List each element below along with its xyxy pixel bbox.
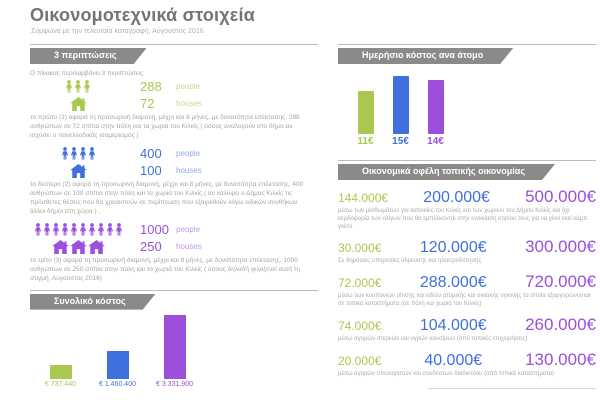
people-count: 1000 — [140, 222, 169, 238]
case-description: το πρώτο (1) αφορά τη προσωρινή διαμονή,… — [30, 114, 300, 139]
bar-value-label: € 1.460.400 — [99, 380, 136, 388]
benefit-value-case2: 200.000€ — [423, 189, 490, 206]
bottom-divider — [428, 388, 596, 389]
people-icons — [30, 80, 126, 93]
case-block-3: 1000 people 250 houses το τρίτο (3) αφορ… — [30, 222, 318, 283]
total-cost-bar-2 — [106, 350, 129, 379]
cases-header-banner: 3 περιπτώσεις — [30, 48, 147, 64]
house-icons — [30, 239, 126, 254]
benefit-value-case3: 300.000€ — [525, 237, 596, 257]
total-cost-section-header: Συνολικό κόστος — [30, 289, 318, 310]
total-cost-bar-1 — [49, 364, 72, 379]
daily-cost-header-banner: Ημερήσιο κόστος ανα άτομο — [338, 48, 513, 64]
bar-group: 11€ — [348, 91, 383, 147]
benefit-description: Σε δημόσιες υπηρεσίες ύδρευσης και ηλεκτ… — [338, 258, 482, 265]
benefit-row-5: 20.000€ 40.000€ 130.000€ μέσω αγορών υπο… — [338, 350, 596, 379]
benefit-value-case3: 720.000€ — [525, 272, 596, 292]
benefit-row-1: 144.000€ 200.000€ 500.000€ μέσω των μισθ… — [338, 187, 596, 231]
houses-count: 250 — [140, 239, 162, 255]
benefit-description: μέσω αγορών υπολογιστών και συνδέσεων δι… — [338, 370, 555, 377]
bar-group: € 3.331.900 — [146, 314, 203, 388]
benefit-value-case1: 74.000€ — [338, 318, 382, 333]
case-block-2: 400 people 100 houses το δεύτερο (2) αφο… — [30, 146, 318, 216]
bar-group: 15€ — [383, 76, 418, 147]
houses-unit-label: houses — [176, 166, 202, 176]
cases-section-header: 3 περιπτώσεις — [30, 44, 318, 64]
people-count: 288 — [140, 79, 162, 94]
people-unit-label: people — [176, 149, 201, 159]
cases-intro-text: Ο πίνακας περιλαμβάνει 3 περιπτώσεις — [30, 70, 144, 77]
people-icons — [30, 147, 126, 160]
benefit-value-case2: 120.000€ — [419, 239, 487, 257]
houses-unit-label: houses — [176, 99, 202, 108]
left-column: 3 περιπτώσεις Ο πίνακας περιλαμβάνει 3 π… — [30, 44, 318, 388]
daily-cost-bar-3 — [427, 80, 444, 134]
benefit-description: μέσω των κουπονιών σίτισης και ειδών ατο… — [338, 293, 591, 307]
bar-value-label: € 3.331.900 — [156, 380, 193, 388]
bar-value-label: 14€ — [427, 136, 444, 147]
benefit-row-2: 30.000€ 120.000€ 300.000€ Σε δημόσιες υπ… — [338, 237, 596, 266]
people-unit-label: people — [176, 82, 201, 91]
bar-group: € 737.440 — [32, 364, 89, 388]
benefit-value-case1: 144.000€ — [338, 191, 389, 205]
benefit-value-case3: 500.000€ — [525, 187, 596, 206]
daily-cost-section-header: Ημερήσιο κόστος ανα άτομο — [338, 44, 596, 64]
people-count: 400 — [140, 146, 162, 162]
daily-cost-bar-chart: 11€ 15€ 14€ — [338, 76, 596, 147]
page-title: Οικονομοτεχνικά στοιχεία — [30, 5, 256, 25]
right-column: Ημερήσιο κόστος ανα άτομο 11€ 15€ 14€ Οι… — [338, 44, 596, 378]
benefit-value-case2: 40.000€ — [424, 351, 483, 369]
benefit-value-case1: 30.000€ — [338, 241, 382, 256]
benefit-value-case1: 20.000€ — [338, 353, 382, 368]
bar-group: 14€ — [418, 80, 453, 147]
bar-value-label: 15€ — [392, 136, 409, 147]
people-unit-label: people — [176, 225, 201, 235]
bar-group: € 1.460.400 — [89, 350, 146, 388]
total-cost-bar-3 — [163, 314, 186, 379]
page-subtitle: Σύμφωνα με την τελευταία καταγραφή, Αύγο… — [31, 28, 204, 35]
houses-count: 72 — [140, 96, 155, 111]
benefit-value-case2: 104.000€ — [419, 316, 487, 334]
daily-cost-bar-2 — [392, 76, 409, 134]
case-block-1: 288 people 72 houses το πρώτο (1) αφορά … — [30, 79, 318, 140]
case-description: το δεύτερο (2) αφορά τη προσωρινή διαμον… — [30, 181, 304, 215]
houses-count: 100 — [140, 163, 162, 179]
benefits-table: 144.000€ 200.000€ 500.000€ μέσω των μισθ… — [338, 187, 596, 378]
house-icons — [30, 163, 126, 178]
benefit-row-3: 72.000€ 288.000€ 720.000€ μέσω των κουπο… — [338, 272, 596, 309]
daily-cost-bar-1 — [357, 91, 374, 134]
benefit-value-case3: 130.000€ — [525, 349, 596, 369]
benefit-value-case1: 72.000€ — [338, 276, 382, 291]
benefit-description: μέσω αγορών στερεών και υγρών καυσίμων (… — [338, 335, 528, 342]
benefit-description: μέσω των μισθωμάτων για κατοικίες του Κι… — [338, 208, 588, 230]
total-cost-header-banner: Συνολικό κόστος — [30, 294, 156, 310]
benefit-value-case3: 260.000€ — [525, 314, 596, 334]
people-icons — [30, 223, 126, 236]
house-icons — [30, 96, 126, 111]
benefit-row-4: 74.000€ 104.000€ 260.000€ μέσω αγορών στ… — [338, 315, 596, 344]
bar-value-label: 11€ — [357, 136, 374, 147]
benefit-value-case2: 288.000€ — [419, 274, 487, 292]
bar-value-label: € 737.440 — [44, 380, 77, 388]
total-cost-bar-chart: € 737.440 € 1.460.400 € 3.331.900 — [30, 314, 318, 388]
houses-unit-label: houses — [176, 242, 202, 252]
benefits-header-banner: Οικονομικά οφέλη τοπικής οικονομίας — [338, 164, 555, 180]
benefits-section-header: Οικονομικά οφέλη τοπικής οικονομίας — [338, 160, 596, 180]
case-description: το τρίτο (3) αφορά τη προσωρινή διαμονή,… — [30, 257, 300, 282]
